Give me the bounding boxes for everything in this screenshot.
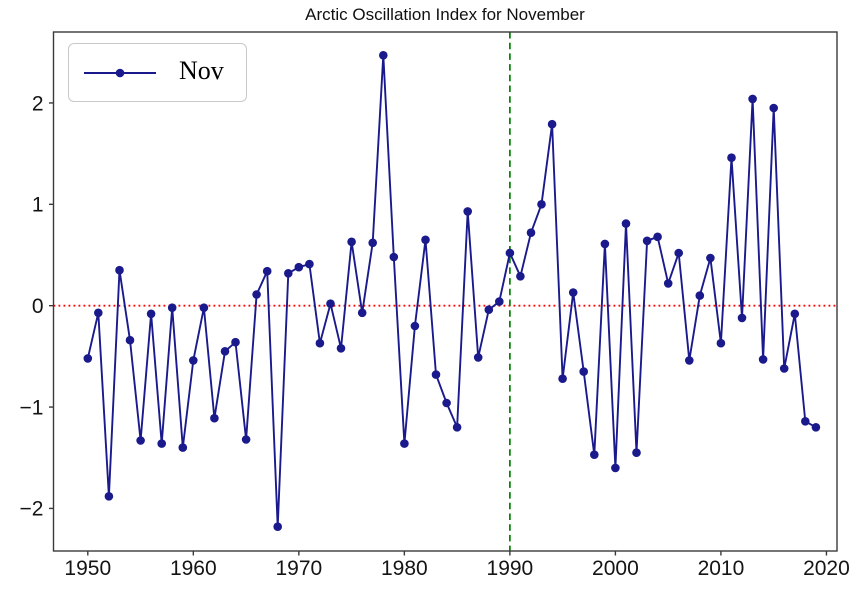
data-point bbox=[737, 313, 747, 323]
data-point bbox=[801, 417, 810, 426]
legend-series-label: Nov bbox=[179, 56, 224, 85]
x-tick-label: 1950 bbox=[64, 557, 111, 580]
data-point bbox=[653, 232, 662, 242]
data-point bbox=[284, 269, 293, 278]
data-point bbox=[769, 103, 778, 113]
data-point bbox=[442, 398, 451, 408]
y-tick-label: −2 bbox=[20, 498, 44, 521]
legend-line-icon bbox=[84, 68, 156, 77]
data-point bbox=[336, 344, 346, 353]
data-point bbox=[273, 522, 283, 531]
data-point bbox=[484, 305, 494, 315]
data-point bbox=[157, 439, 166, 448]
legend: Nov bbox=[68, 43, 247, 102]
data-point bbox=[189, 356, 198, 365]
data-point bbox=[294, 262, 304, 272]
data-point bbox=[220, 347, 230, 356]
data-point bbox=[357, 308, 367, 318]
data-point bbox=[663, 279, 673, 288]
x-tick-label: 1990 bbox=[487, 557, 534, 580]
data-point bbox=[421, 235, 430, 245]
data-point bbox=[389, 252, 399, 262]
data-point bbox=[463, 207, 473, 216]
data-point bbox=[748, 94, 757, 104]
data-point bbox=[167, 303, 177, 313]
data-point bbox=[568, 288, 578, 297]
chart-title: Arctic Oscillation Index for November bbox=[305, 5, 585, 24]
legend-marker-icon bbox=[115, 68, 125, 77]
data-point bbox=[547, 119, 557, 129]
data-point bbox=[674, 248, 683, 258]
plot-frame bbox=[52, 31, 838, 552]
data-point bbox=[706, 253, 715, 263]
data-point bbox=[431, 370, 441, 379]
data-point bbox=[495, 297, 504, 306]
x-tick-label: 1980 bbox=[381, 557, 428, 580]
data-point bbox=[231, 337, 240, 347]
data-point bbox=[695, 291, 705, 300]
x-tick-label: 2000 bbox=[592, 557, 639, 580]
data-point bbox=[305, 259, 314, 269]
data-point bbox=[368, 238, 378, 248]
data-point bbox=[621, 219, 631, 228]
data-point bbox=[347, 237, 356, 247]
data-point bbox=[94, 308, 103, 318]
data-point bbox=[199, 303, 209, 313]
data-point bbox=[505, 248, 515, 258]
data-point bbox=[241, 435, 251, 444]
data-point bbox=[642, 236, 652, 246]
y-tick-label: 2 bbox=[32, 92, 44, 115]
data-point bbox=[790, 309, 800, 319]
x-tick-label: 2020 bbox=[803, 557, 850, 580]
data-point bbox=[125, 335, 135, 345]
data-point bbox=[115, 265, 124, 275]
data-point bbox=[410, 321, 420, 331]
data-point bbox=[104, 492, 114, 501]
data-point bbox=[178, 443, 188, 452]
data-point bbox=[727, 153, 736, 162]
data-point bbox=[252, 290, 261, 299]
y-tick-label: 0 bbox=[32, 295, 44, 318]
data-point bbox=[452, 423, 462, 432]
data-point bbox=[632, 448, 641, 458]
data-point bbox=[611, 463, 620, 473]
data-point bbox=[685, 356, 694, 365]
data-point bbox=[526, 228, 536, 237]
data-line bbox=[86, 54, 817, 528]
data-point bbox=[811, 423, 821, 432]
data-point bbox=[716, 338, 726, 348]
data-point bbox=[516, 272, 525, 281]
x-tick-label: 1960 bbox=[170, 557, 217, 580]
data-point bbox=[379, 51, 388, 60]
data-point bbox=[136, 436, 145, 445]
data-point bbox=[537, 200, 546, 209]
data-point bbox=[590, 450, 599, 460]
y-tick-label: 1 bbox=[32, 194, 44, 217]
data-point bbox=[146, 309, 156, 319]
x-tick-label: 1970 bbox=[275, 557, 322, 580]
x-tick-label: 2010 bbox=[698, 557, 745, 580]
data-point bbox=[579, 367, 588, 376]
data-point bbox=[600, 239, 610, 249]
y-tick-label: −1 bbox=[20, 396, 44, 419]
data-point bbox=[473, 353, 483, 362]
data-point bbox=[779, 364, 789, 373]
data-point bbox=[315, 338, 325, 348]
data-point bbox=[326, 299, 335, 309]
data-point bbox=[558, 374, 567, 384]
data-point bbox=[400, 439, 409, 448]
data-point bbox=[210, 413, 219, 423]
data-point bbox=[262, 266, 272, 276]
data-point bbox=[83, 354, 93, 363]
data-point bbox=[758, 355, 768, 364]
